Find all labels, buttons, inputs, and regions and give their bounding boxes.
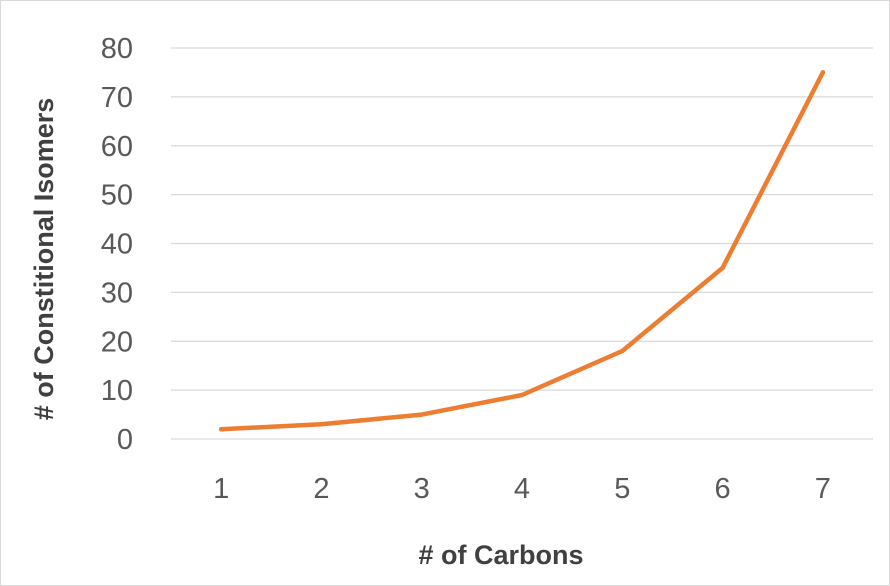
y-axis-tick-labels: 0 10 20 30 40 50 60 70 80	[101, 33, 133, 456]
y-tick-label: 0	[117, 424, 133, 456]
data-point	[319, 422, 324, 427]
data-point	[720, 265, 725, 271]
data-point	[820, 70, 826, 75]
series-line	[218, 70, 826, 432]
x-tick-label: 2	[313, 473, 329, 505]
y-tick-label: 10	[101, 375, 133, 407]
x-axis-tick-labels: 1 2 3 4 5 6 7	[213, 473, 831, 505]
x-tick-label: 7	[815, 473, 831, 505]
x-tick-label: 1	[213, 473, 229, 505]
data-point	[620, 348, 625, 354]
data-point	[519, 392, 525, 398]
y-tick-label: 80	[101, 33, 133, 65]
data-point	[218, 427, 224, 432]
gridlines	[171, 47, 873, 440]
x-tick-label: 5	[614, 473, 630, 505]
x-tick-label: 6	[715, 473, 731, 505]
plot-series	[218, 70, 826, 432]
x-tick-label: 4	[514, 473, 530, 505]
x-tick-label: 3	[414, 473, 430, 505]
y-tick-label: 70	[101, 82, 133, 114]
y-tick-label: 30	[101, 277, 133, 309]
y-axis-title: # of Constitional Isomers	[29, 98, 59, 421]
y-tick-label: 50	[101, 180, 133, 212]
data-point	[419, 412, 424, 417]
y-tick-label: 60	[101, 131, 133, 163]
y-tick-label: 20	[101, 326, 133, 358]
x-axis-title: # of Carbons	[418, 540, 583, 570]
y-tick-label: 40	[101, 229, 133, 261]
